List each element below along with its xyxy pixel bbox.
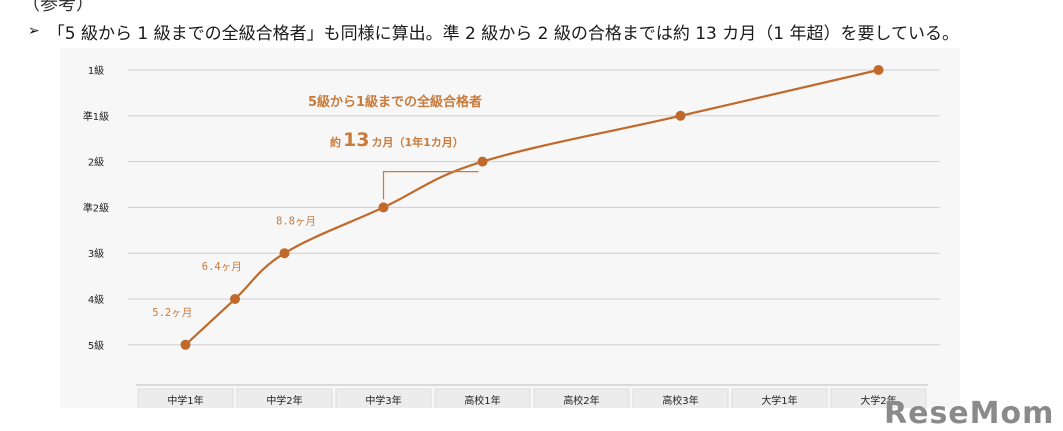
data-point xyxy=(873,65,884,75)
callout-suffix: カ月（1年1カ月） xyxy=(371,135,463,149)
y-tick-label: 3級 xyxy=(88,247,104,260)
arrow-bullet-icon: ➢ xyxy=(28,23,40,39)
header-cut-text: （参考） xyxy=(22,0,94,15)
y-tick-label: 5級 xyxy=(88,339,104,352)
x-category-box xyxy=(632,388,729,408)
x-tick-label: 中学1年 xyxy=(167,394,203,407)
x-category-box xyxy=(236,388,333,408)
y-tick-label: 4級 xyxy=(88,293,104,306)
x-category-box xyxy=(137,388,234,408)
callout-label: 約 13 カ月（1年1カ月） xyxy=(330,129,464,151)
x-category-box xyxy=(335,388,432,408)
data-point xyxy=(378,202,389,213)
data-point xyxy=(279,248,290,259)
callout-number: 13 xyxy=(343,129,369,151)
x-tick-label: 中学3年 xyxy=(365,394,401,407)
x-tick-label: 高校3年 xyxy=(662,394,698,407)
y-tick-label: 準2級 xyxy=(83,201,109,214)
x-tick-label: 中学2年 xyxy=(266,394,302,407)
series-line xyxy=(184,68,879,346)
x-tick-label: 大学1年 xyxy=(761,394,797,407)
x-category-box xyxy=(434,388,531,408)
x-category-box xyxy=(830,388,927,408)
x-category-box xyxy=(533,388,630,408)
callout-bracket xyxy=(382,171,479,200)
y-tick-label: 2級 xyxy=(88,156,104,169)
x-tick-label: 高校1年 xyxy=(464,394,500,407)
x-category-box xyxy=(731,388,828,408)
x-tick-label: 大学2年 xyxy=(860,394,896,407)
chart-panel: 5級 4級 3級 準2級 2級 準1級 1級中学1年 中学2年 中学3年 高校1年 高校2年 高校3年… xyxy=(60,48,960,408)
watermark-logo: ReseMom xyxy=(884,396,1055,431)
interval-label: 8.8ヶ月 xyxy=(276,215,316,227)
data-point xyxy=(180,339,191,350)
interval-label: 6.4ヶ月 xyxy=(202,261,242,273)
headline: ➢ 「5 級から 1 級までの全級合格者」も同様に算出。準 2 級から 2 級の… xyxy=(28,19,959,44)
y-tick-label: 準1級 xyxy=(83,110,109,123)
data-point xyxy=(477,156,488,167)
interval-label: 5.2ヶ月 xyxy=(152,307,192,319)
data-point xyxy=(230,294,240,304)
data-point xyxy=(675,110,686,121)
x-tick-label: 高校2年 xyxy=(563,394,599,407)
headline-text: 「5 級から 1 級までの全級合格者」も同様に算出。準 2 級から 2 級の合格… xyxy=(47,23,959,44)
callout-prefix: 約 xyxy=(330,135,341,149)
y-tick-label: 1級 xyxy=(88,64,104,77)
chart-title: 5級から1級までの全級合格者 xyxy=(308,94,482,110)
